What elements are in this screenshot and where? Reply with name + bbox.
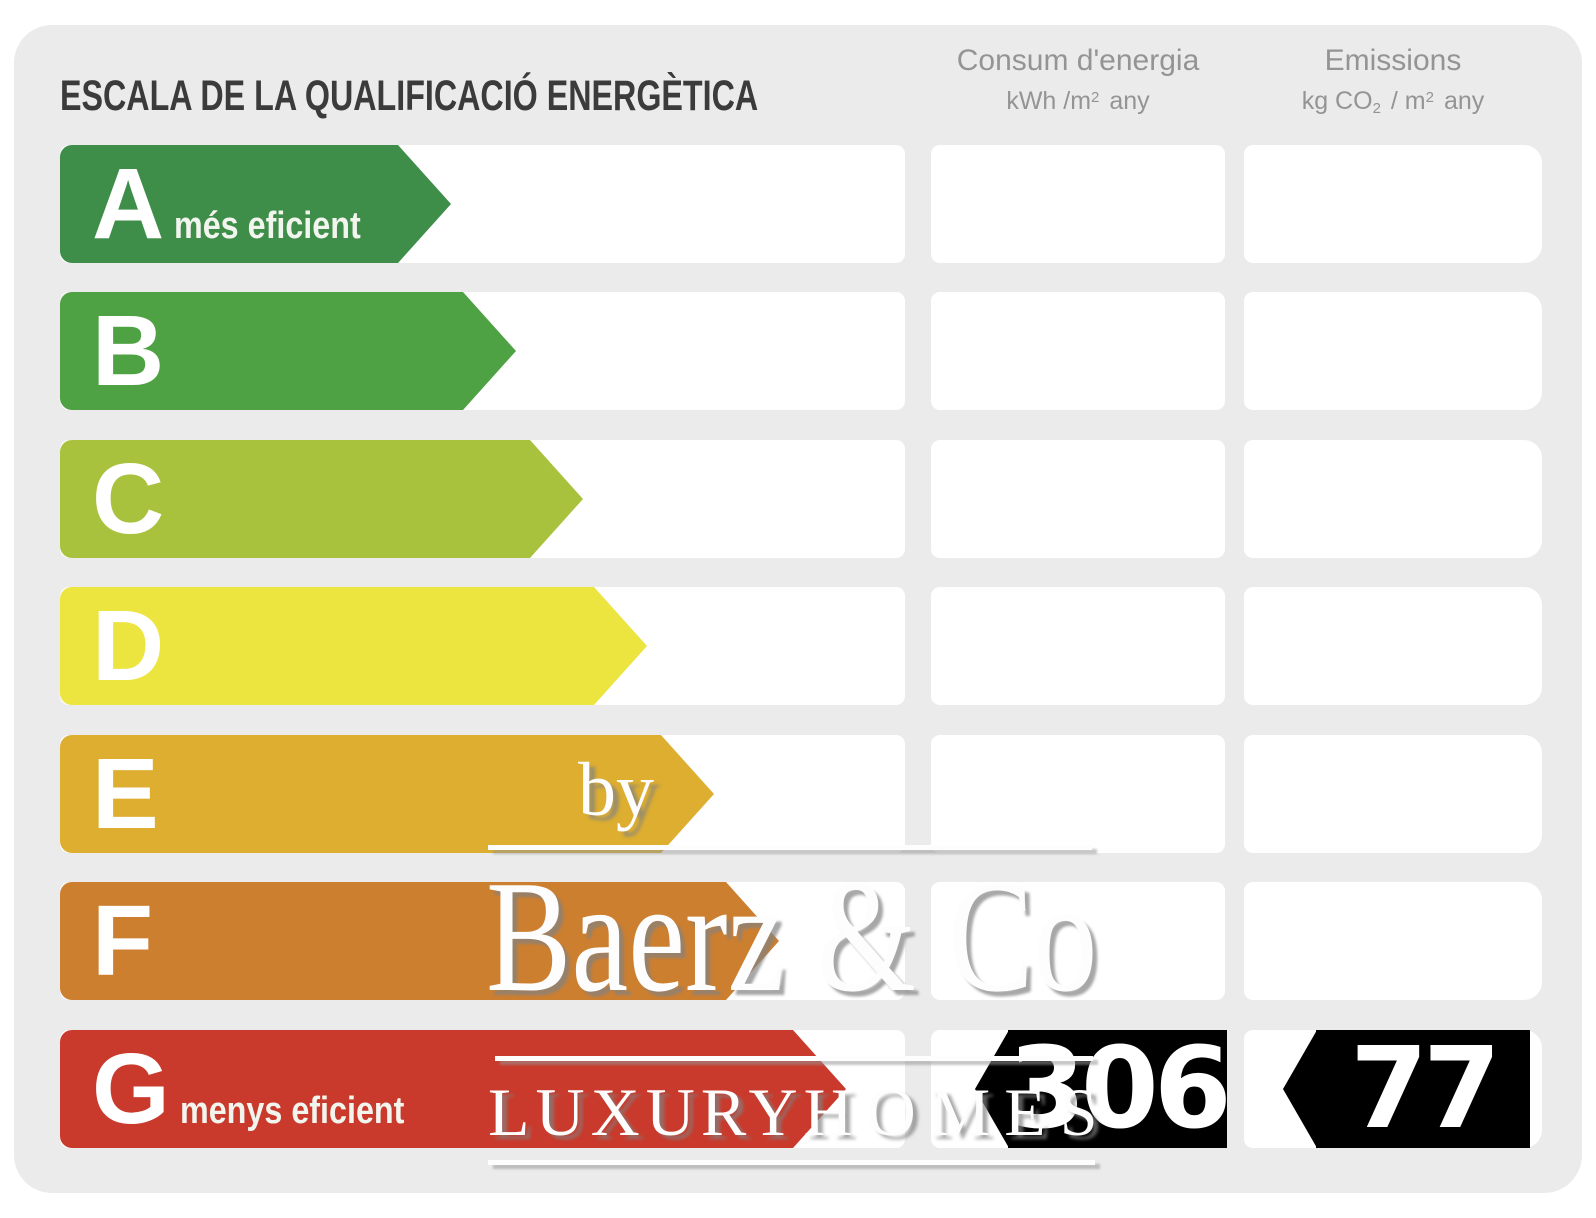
watermark-divider-middle	[495, 1056, 1093, 1061]
badge-left-arrow-icon	[975, 1030, 1009, 1148]
arrow-tip-icon	[530, 440, 583, 558]
emissions-cell	[1244, 292, 1542, 410]
rating-row-b: B	[0, 292, 1596, 410]
consumption-header-unit: kWh /m2 any	[1006, 87, 1150, 115]
emissions-column-header: Emissions kg CO2/ m2 any	[1244, 44, 1542, 120]
consumption-cell	[931, 882, 1225, 1000]
emissions-badge-body: 77	[1316, 1024, 1530, 1154]
rating-letter: D	[92, 590, 165, 702]
rating-arrow-label: menys eficient	[179, 1090, 405, 1132]
watermark-brand-name: Baerz & Co	[486, 847, 1098, 1025]
watermark-divider-bottom	[488, 1160, 1095, 1165]
rating-arrow-b: B	[60, 292, 516, 410]
consumption-column-header: Consum d'energia kWh /m2 any	[928, 44, 1228, 120]
emissions-cell	[1244, 882, 1542, 1000]
consumption-cell	[931, 440, 1225, 558]
arrow-tip-icon	[398, 145, 451, 263]
rating-row-e: E	[0, 735, 1596, 853]
rating-row-c: C	[0, 440, 1596, 558]
consumption-cell	[931, 145, 1225, 263]
consumption-value-badge: 306	[975, 1024, 1232, 1154]
emissions-cell	[1244, 587, 1542, 705]
consumption-cell	[931, 292, 1225, 410]
consumption-cell	[931, 735, 1225, 853]
watermark-tagline: LUXURY HOMES	[488, 1074, 1098, 1150]
rating-letter: F	[92, 885, 154, 997]
rating-letter: B	[92, 295, 165, 407]
arrow-tip-icon	[793, 1030, 846, 1148]
emissions-value: 77	[1350, 1024, 1501, 1154]
rating-row-d: D	[0, 587, 1596, 705]
arrow-tip-icon	[463, 292, 516, 410]
arrow-tip-icon	[726, 882, 779, 1000]
rating-letter: E	[92, 738, 159, 850]
emissions-header-unit: kg CO2/ m2 any	[1301, 87, 1485, 117]
rating-row-f: F	[0, 882, 1596, 1000]
watermark-word-homes: HOMES	[803, 1074, 1112, 1150]
emissions-header-title: Emissions	[1324, 44, 1462, 77]
rating-letter: A	[92, 148, 165, 260]
rating-letter: G	[92, 1033, 170, 1145]
rating-arrow-f: F	[60, 882, 779, 1000]
consumption-cell	[931, 587, 1225, 705]
watermark-by-text: by	[578, 748, 654, 832]
emissions-value-badge: 77	[1283, 1024, 1530, 1154]
badge-left-arrow-icon	[1283, 1030, 1317, 1148]
rating-arrow-c: C	[60, 440, 583, 558]
rating-arrow-e: E	[60, 735, 714, 853]
rating-letter: C	[92, 443, 165, 555]
consumption-badge-body: 306	[1008, 1024, 1232, 1154]
watermark-divider-top	[488, 845, 1092, 850]
arrow-tip-icon	[594, 587, 647, 705]
emissions-cell	[1244, 735, 1542, 853]
page-title: ESCALA DE LA QUALIFICACIÓ ENERGÈTICA	[60, 72, 759, 120]
emissions-cell	[1244, 145, 1542, 263]
rating-arrow-label: més eficient	[174, 205, 361, 247]
consumption-value: 306	[1008, 1024, 1232, 1154]
rating-arrow-d: D	[60, 587, 647, 705]
emissions-cell	[1244, 440, 1542, 558]
arrow-tip-icon	[661, 735, 714, 853]
consumption-header-title: Consum d'energia	[956, 44, 1200, 77]
watermark-word-luxury: LUXURY	[488, 1074, 804, 1150]
